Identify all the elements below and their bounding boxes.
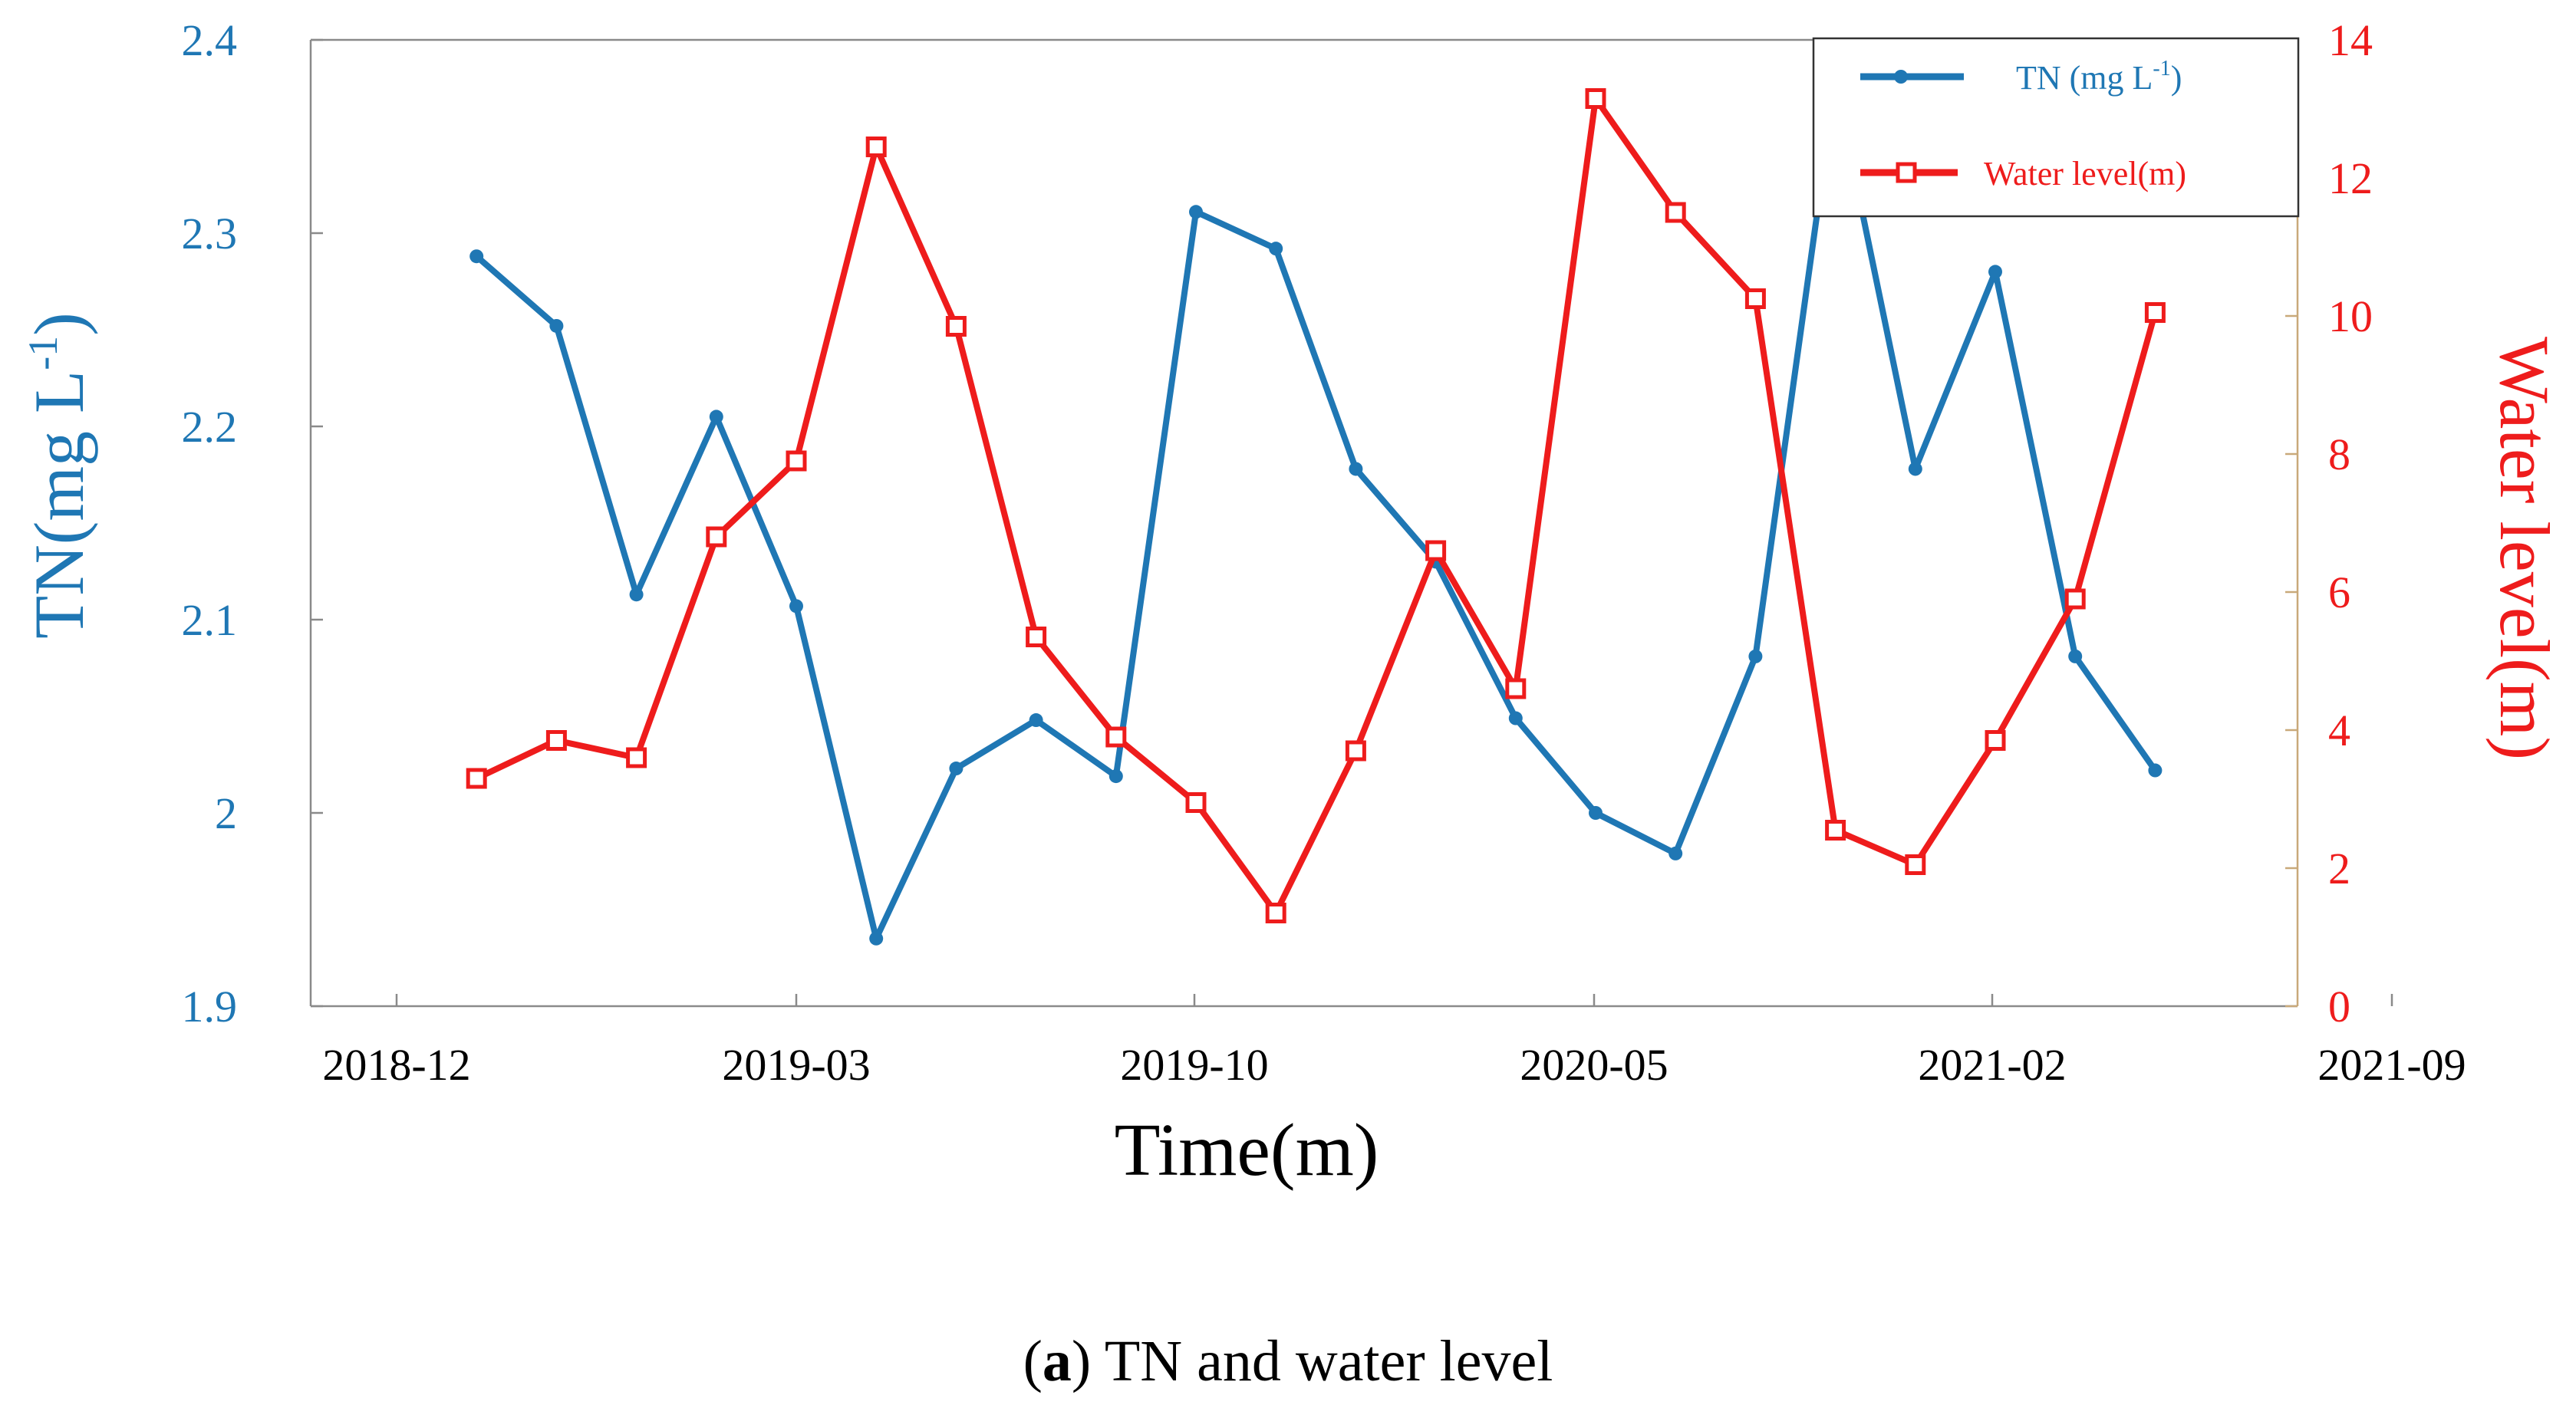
water-level-point [1185, 792, 1207, 813]
water-level-point [786, 450, 807, 472]
x-tick-label: 2021-02 [1918, 1040, 2066, 1090]
water-level-point [1985, 730, 2006, 751]
legend-tn-label-main: TN (mg L [2016, 59, 2153, 97]
y-axis-right-title: Water level(m) [2485, 337, 2564, 760]
legend-water-marker [1896, 162, 1917, 183]
tn-point [2068, 649, 2083, 663]
legend-tn-label-sup: -1 [2153, 57, 2170, 81]
x-tick-label: 2021-09 [2317, 1040, 2466, 1090]
y-axis-left-title-sup: -1 [20, 336, 66, 370]
series-layer [466, 75, 2166, 946]
y-right-tick-label: 12 [2328, 153, 2373, 203]
water-level-point [2144, 302, 2166, 323]
water-level-point [626, 747, 647, 768]
tn-point [1508, 711, 1523, 725]
y-right-tick-label: 10 [2328, 291, 2373, 341]
caption-text: TN and water level [1091, 1329, 1553, 1393]
water-level-point [466, 768, 487, 789]
y-axis-left-title-close: ) [20, 312, 98, 336]
series-line-water-level [475, 95, 2159, 916]
water-level-point [706, 526, 727, 548]
x-tick-label: 2019-03 [722, 1040, 870, 1090]
tn-point [869, 931, 884, 946]
legend-water-label: Water level(m) [1984, 155, 2186, 192]
tn-point [1029, 713, 1043, 728]
water-level-point [1105, 726, 1127, 748]
tn-point [1908, 462, 1922, 476]
y-left-tick-label: 2.4 [182, 15, 238, 65]
water-level-point [545, 730, 567, 751]
tn-point [1108, 769, 1123, 784]
tn-point [1668, 846, 1683, 860]
axis-ticks-layer: 2018-12 2019-03 2019-10 2020-05 2021-02 2021-… [182, 15, 2466, 1090]
water-level-point [1825, 820, 1846, 841]
legend-tn-label: TN (mg L-1) [2016, 57, 2182, 97]
tn-point [949, 762, 964, 776]
legend-box [1812, 37, 2300, 218]
y-left-tick-label: 2 [215, 788, 237, 838]
tn-point [1269, 242, 1283, 256]
tn-point [1589, 806, 1603, 820]
x-tick-label: 2020-05 [1520, 1040, 1668, 1090]
water-level-point [1265, 903, 1286, 923]
water-level-point [1665, 202, 1686, 223]
x-tick-label: 2018-12 [322, 1040, 470, 1090]
line-chart: 2018-12 2019-03 2019-10 2020-05 2021-02 2021-… [20, 15, 2564, 1192]
y-axis-left-title: TN(mg L-1) [20, 312, 98, 639]
caption-letter: a [1042, 1329, 1072, 1393]
y-right-tick-label: 6 [2328, 568, 2350, 617]
tn-point [2148, 763, 2163, 778]
water-level-point [945, 316, 967, 337]
y-left-tick-label: 1.9 [182, 982, 238, 1031]
x-tick-label: 2019-10 [1120, 1040, 1268, 1090]
water-level-point [865, 137, 887, 157]
tn-point [1349, 462, 1363, 476]
y-right-tick-label: 4 [2328, 706, 2350, 755]
tn-point [1189, 205, 1203, 219]
water-level-point [1505, 678, 1527, 699]
legend-tn-marker [1894, 70, 1908, 84]
water-level-point [1585, 88, 1606, 109]
y-axis-left-title-main: TN(mg L [20, 370, 98, 639]
series-line-tn [474, 79, 2158, 942]
tn-point [469, 249, 484, 264]
y-right-tick-label: 0 [2328, 982, 2350, 1031]
water-level-point [1345, 740, 1366, 762]
water-level-point [1744, 288, 1766, 309]
y-left-tick-label: 2.3 [182, 209, 238, 258]
water-level-point [2064, 588, 2086, 610]
legend-tn-label-close: ) [2171, 59, 2182, 97]
y-right-tick-label: 14 [2328, 15, 2373, 65]
figure-caption: (a) TN and water level [1023, 1329, 1553, 1393]
y-left-tick-label: 2.1 [182, 595, 238, 645]
y-left-tick-label: 2.2 [182, 402, 238, 452]
tn-point [1988, 265, 2002, 279]
tn-point [789, 599, 803, 614]
water-level-point [1425, 540, 1447, 561]
water-level-point [1905, 854, 1926, 875]
tn-point [549, 318, 564, 333]
y-right-tick-label: 2 [2328, 844, 2350, 893]
tn-point [709, 410, 723, 424]
tn-point [629, 587, 644, 602]
water-level-point [1026, 627, 1047, 647]
tn-point [1748, 649, 1763, 663]
legend: TN (mg L-1) Water level(m) [1812, 37, 2300, 218]
y-right-tick-label: 8 [2328, 429, 2350, 479]
x-axis-title: Time(m) [1115, 1109, 1379, 1192]
